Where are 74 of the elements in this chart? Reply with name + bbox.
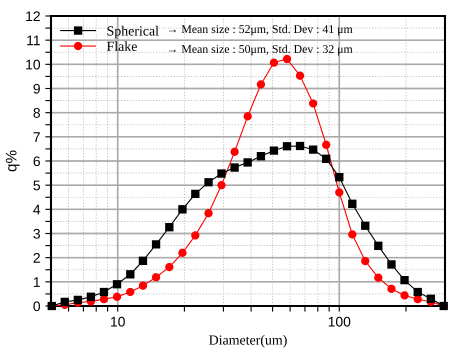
point <box>414 295 422 304</box>
point <box>100 295 108 304</box>
point <box>126 270 134 279</box>
y-tick-label: 7 <box>34 132 40 142</box>
y-tick-label: 11 <box>27 36 40 46</box>
point <box>270 58 278 67</box>
point <box>100 288 108 296</box>
point <box>322 140 330 149</box>
point <box>152 273 160 282</box>
y-tick-label: 3 <box>33 228 40 239</box>
y-tick-label: 9 <box>34 84 40 94</box>
point <box>335 188 344 197</box>
point <box>138 282 148 290</box>
y-tick-label: 1 <box>34 277 40 287</box>
point <box>60 298 69 306</box>
point <box>348 200 356 208</box>
annotation: → Mean size : 50μm, Std. Dev : 32 μm <box>168 44 353 56</box>
point <box>204 209 213 218</box>
point <box>204 178 213 186</box>
point <box>165 262 174 272</box>
legend-label: Spherical <box>107 26 159 38</box>
y-tick-label: 2 <box>34 253 40 263</box>
point <box>282 142 292 150</box>
point <box>361 222 370 230</box>
y-tick-label: 12 <box>26 11 40 22</box>
y-tick-label: 4 <box>33 204 40 214</box>
point <box>374 242 382 250</box>
legend-label: Flake <box>106 41 137 52</box>
point <box>256 152 266 160</box>
y-tick-label: 0 <box>33 301 40 312</box>
point <box>322 154 330 163</box>
annotation: → Mean size : 52μm, Std. Dev : 41 μm <box>168 24 353 36</box>
point <box>138 256 148 265</box>
point <box>112 292 122 301</box>
point <box>230 148 239 156</box>
point <box>308 99 318 108</box>
y-axis-title: q% <box>6 150 20 172</box>
point <box>244 112 252 120</box>
point <box>400 291 409 300</box>
point <box>178 248 187 257</box>
point <box>374 274 382 282</box>
point <box>282 54 292 64</box>
point <box>178 205 187 214</box>
point <box>426 294 436 303</box>
point <box>230 163 239 172</box>
y-tick-label: 8 <box>33 108 40 118</box>
point <box>74 296 82 304</box>
point <box>112 280 122 288</box>
point <box>387 260 396 269</box>
point <box>348 230 356 239</box>
point <box>414 288 422 296</box>
point <box>387 284 396 294</box>
point <box>165 223 174 232</box>
point <box>244 158 252 167</box>
x-axis-title: Diameter(um) <box>209 334 287 348</box>
point <box>86 292 96 301</box>
x-tick-label: 100 <box>328 316 350 327</box>
point <box>270 146 278 155</box>
point <box>400 276 409 284</box>
point <box>191 231 200 240</box>
y-tick-label: 10 <box>26 60 40 70</box>
point <box>296 142 304 150</box>
point <box>361 256 370 266</box>
point <box>335 173 344 182</box>
point <box>256 80 266 89</box>
y-tick-label: 6 <box>34 156 40 166</box>
point <box>308 145 318 154</box>
point <box>126 288 134 296</box>
point <box>296 72 304 80</box>
point <box>152 240 160 249</box>
y-tick-label: 5 <box>33 180 40 190</box>
point <box>191 190 200 198</box>
point <box>217 169 226 178</box>
point <box>217 181 226 190</box>
